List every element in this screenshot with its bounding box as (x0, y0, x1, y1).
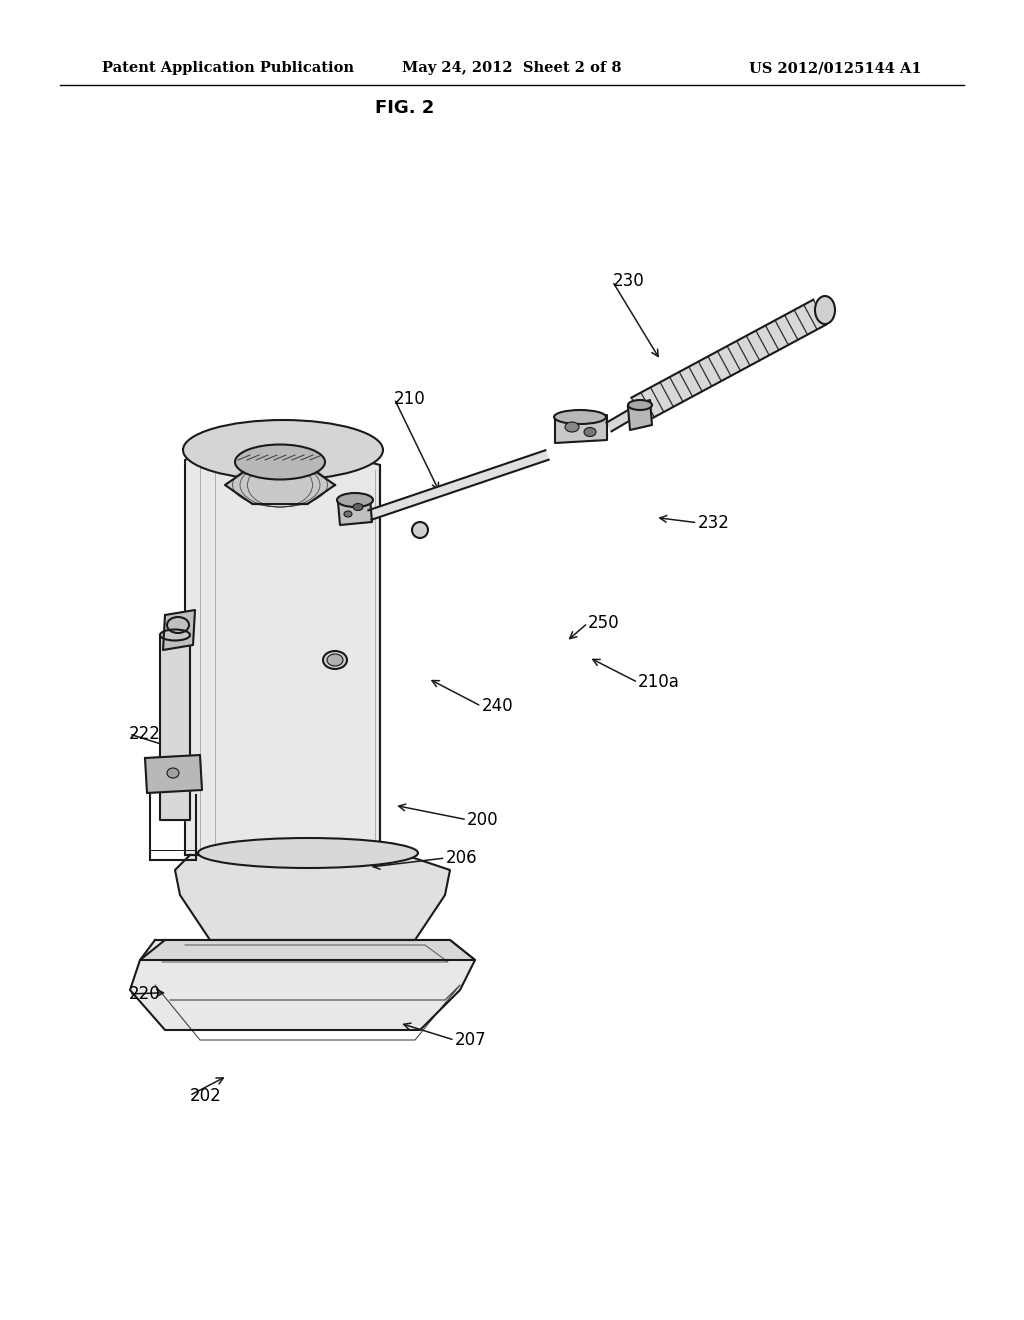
Ellipse shape (183, 420, 383, 480)
Text: 232: 232 (697, 513, 729, 532)
Text: FIG. 2: FIG. 2 (375, 99, 434, 117)
Polygon shape (606, 405, 641, 432)
Polygon shape (225, 466, 335, 504)
Ellipse shape (815, 296, 835, 323)
Polygon shape (628, 400, 652, 430)
Text: 210: 210 (394, 389, 426, 408)
Polygon shape (163, 610, 195, 649)
Text: 207: 207 (455, 1031, 486, 1049)
Text: 250: 250 (588, 614, 620, 632)
Ellipse shape (167, 768, 179, 777)
Circle shape (412, 521, 428, 539)
Text: 206: 206 (445, 849, 477, 867)
Ellipse shape (160, 630, 190, 640)
Ellipse shape (565, 422, 579, 432)
Polygon shape (130, 940, 475, 1030)
Text: 200: 200 (467, 810, 499, 829)
Text: 210a: 210a (638, 673, 680, 692)
Text: US 2012/0125144 A1: US 2012/0125144 A1 (750, 61, 922, 75)
Ellipse shape (628, 400, 652, 411)
Ellipse shape (337, 492, 373, 507)
Polygon shape (632, 300, 826, 422)
Text: 240: 240 (481, 697, 513, 715)
Text: May 24, 2012  Sheet 2 of 8: May 24, 2012 Sheet 2 of 8 (402, 61, 622, 75)
Text: 222: 222 (129, 725, 161, 743)
Ellipse shape (327, 653, 343, 667)
Polygon shape (145, 755, 202, 793)
Text: Patent Application Publication: Patent Application Publication (102, 61, 354, 75)
Ellipse shape (584, 428, 596, 437)
Ellipse shape (198, 838, 418, 869)
Polygon shape (175, 855, 450, 940)
Polygon shape (185, 430, 380, 855)
Ellipse shape (344, 511, 352, 517)
Ellipse shape (554, 411, 606, 424)
Polygon shape (140, 940, 475, 960)
Text: 202: 202 (189, 1086, 221, 1105)
Polygon shape (160, 635, 190, 820)
Text: 205: 205 (225, 591, 257, 610)
Polygon shape (369, 450, 549, 520)
Polygon shape (338, 498, 372, 525)
Ellipse shape (323, 651, 347, 669)
Text: 220: 220 (129, 985, 161, 1003)
Polygon shape (555, 414, 607, 444)
Text: 230: 230 (612, 272, 644, 290)
Ellipse shape (353, 503, 362, 511)
Ellipse shape (234, 445, 325, 479)
